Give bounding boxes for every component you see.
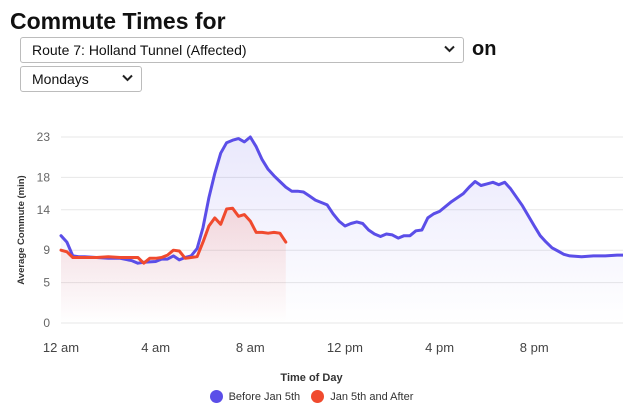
x-axis-ticks: 12 am 4 am 8 am 12 pm 4 pm 8 pm (43, 340, 549, 355)
series-area-1 (61, 208, 286, 323)
y-tick-label: 23 (37, 130, 51, 144)
x-axis-label: Time of Day (280, 372, 343, 384)
y-axis-ticks: 0 5 9 14 18 23 (37, 130, 51, 330)
commute-chart: 0 5 9 14 18 23 12 am 4 am 8 am 12 pm 4 pm 8 pm Ave… (16, 130, 623, 355)
route-select[interactable]: Route 7: Holland Tunnel (Affected) (20, 37, 464, 63)
series-line-0 (59, 135, 623, 265)
x-tick-label: 4 am (141, 340, 170, 355)
legend-label-after: Jan 5th and After (330, 390, 414, 403)
chevron-down-icon (122, 73, 133, 85)
series-line-1 (59, 206, 288, 265)
chevron-down-icon (444, 44, 455, 56)
route-select-value: Route 7: Holland Tunnel (Affected) (32, 42, 247, 58)
day-select[interactable]: Mondays (20, 66, 142, 92)
page-title: Commute Times for (10, 8, 226, 34)
x-tick-label: 12 pm (327, 340, 363, 355)
y-tick-label: 5 (43, 276, 50, 290)
x-tick-label: 8 am (236, 340, 265, 355)
y-tick-label: 9 (43, 243, 50, 257)
y-tick-label: 14 (37, 203, 51, 217)
y-axis-label: Average Commute (min) (16, 175, 27, 284)
legend-dot-before (209, 390, 223, 403)
title-row: Commute Times for (10, 6, 226, 36)
x-tick-label: 12 am (43, 340, 79, 355)
legend: Before Jan 5th Jan 5th and After (0, 390, 623, 406)
x-tick-label: 8 pm (520, 340, 549, 355)
y-tick-label: 0 (43, 316, 50, 330)
legend-item-after[interactable]: Jan 5th and After (311, 390, 413, 403)
y-tick-label: 18 (37, 170, 51, 184)
x-tick-label: 4 pm (425, 340, 454, 355)
legend-label-before: Before Jan 5th (228, 390, 301, 403)
legend-item-before[interactable]: Before Jan 5th (209, 390, 301, 403)
on-label: on (472, 38, 497, 60)
series-layer (59, 135, 623, 323)
legend-dot-after (311, 390, 325, 403)
day-select-value: Mondays (32, 71, 89, 87)
